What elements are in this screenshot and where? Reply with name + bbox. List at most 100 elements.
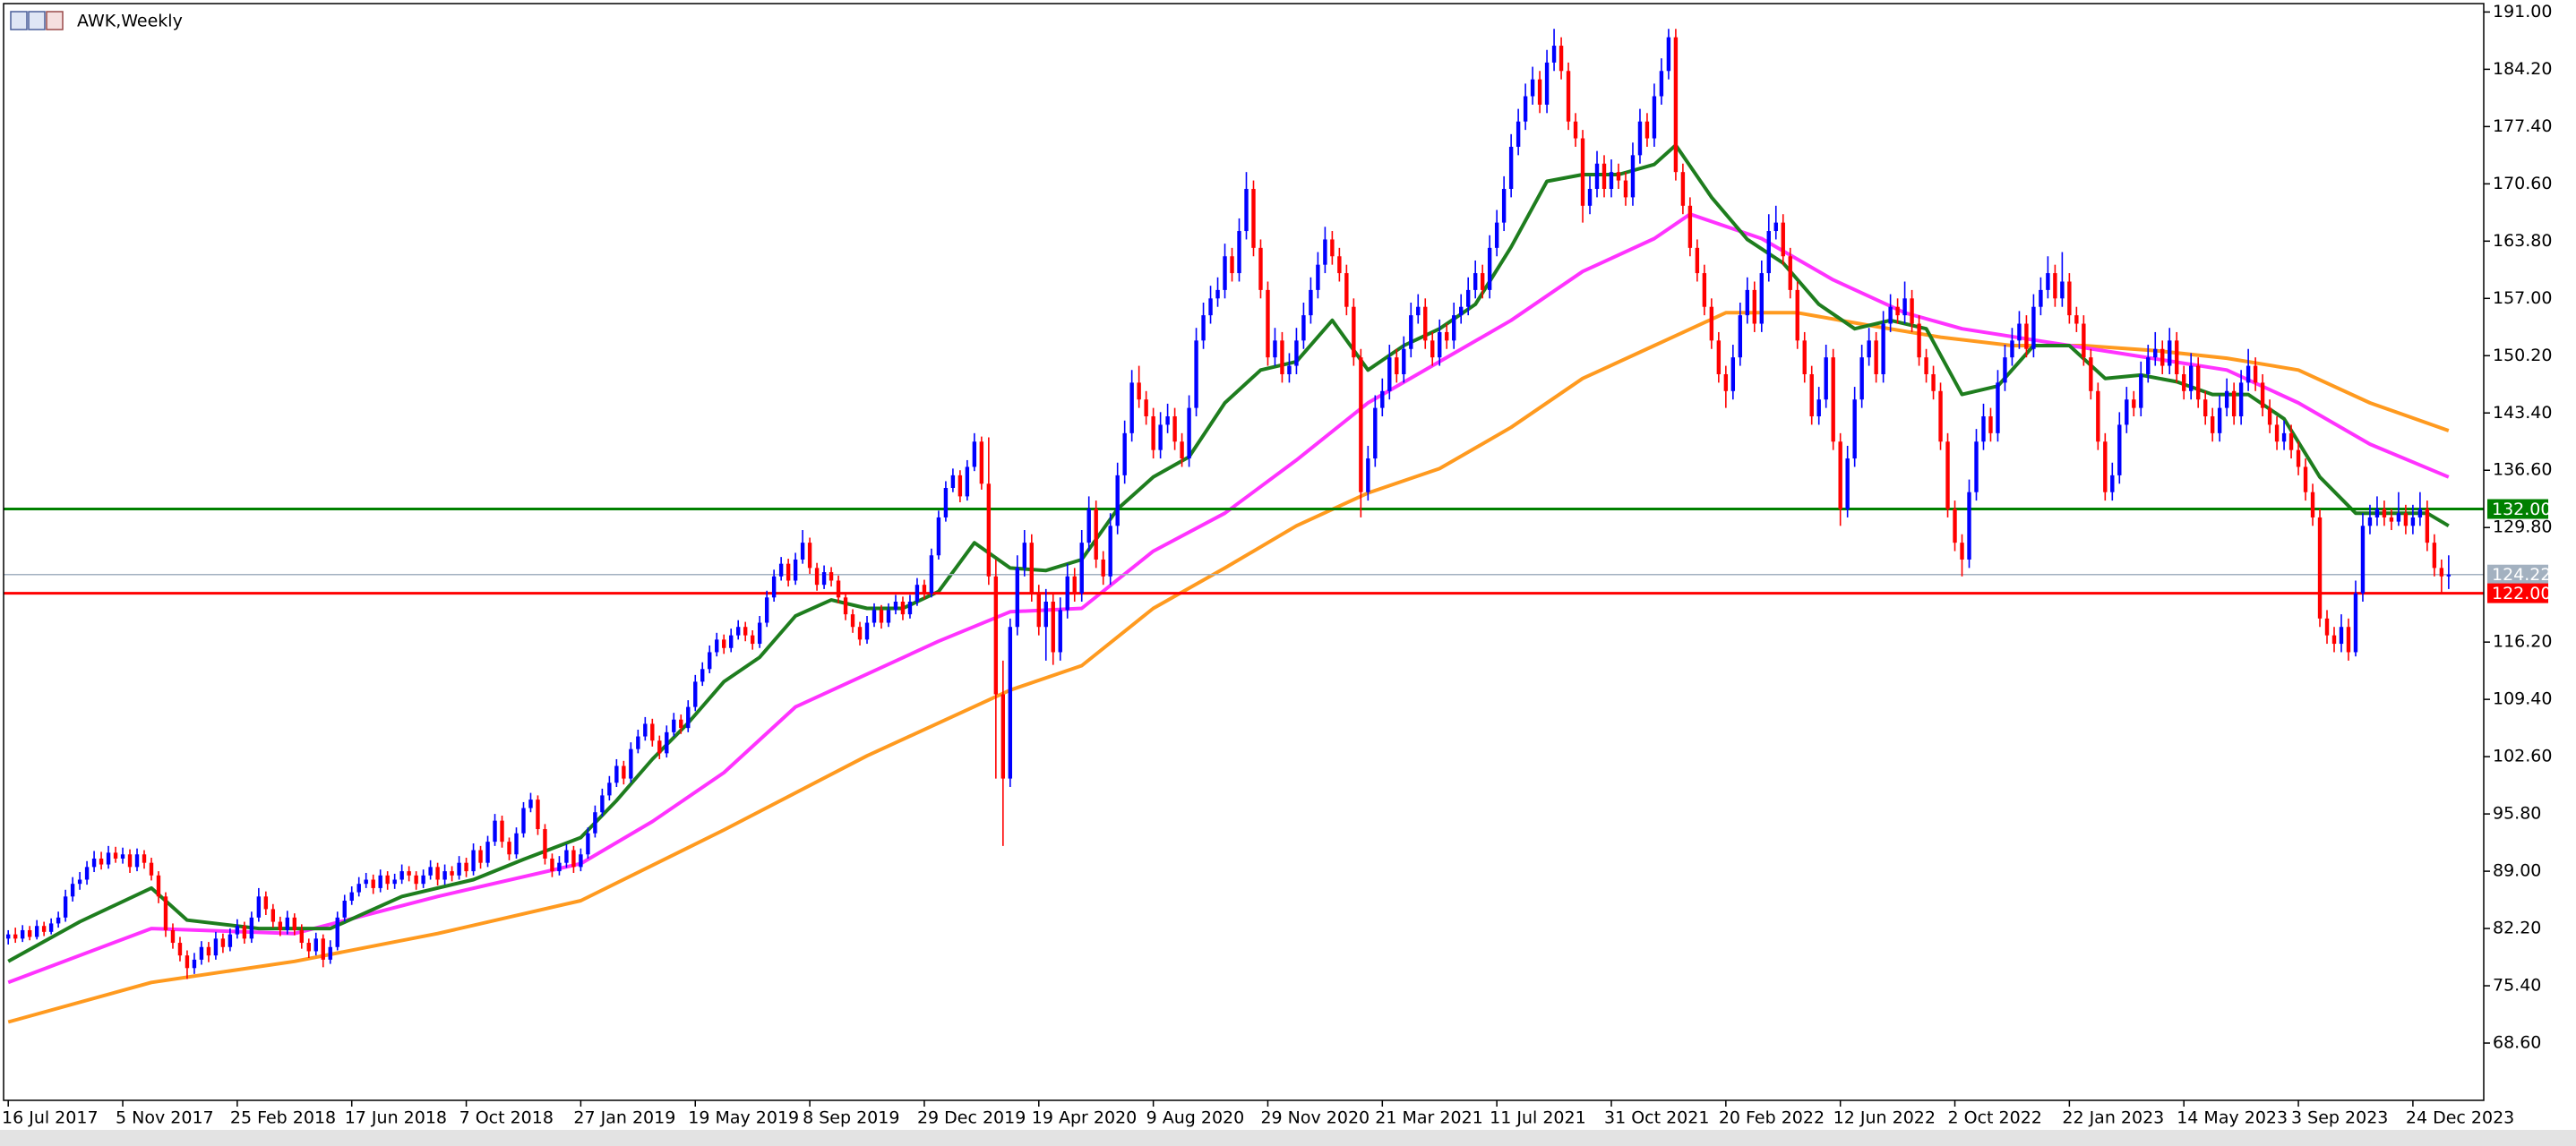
candle-body (500, 820, 504, 842)
candle-body (1172, 416, 1177, 442)
moving-average-line (7, 143, 2450, 963)
y-tick-label: 109.40 (2493, 689, 2552, 709)
x-tick-label: 3 Sep 2023 (2291, 1108, 2388, 1128)
candle-body (1137, 382, 1141, 400)
candle-body (1516, 121, 1521, 147)
candle-body (1544, 62, 1550, 105)
candle-body (693, 681, 698, 707)
candle-body (872, 610, 877, 623)
candle-body (1194, 340, 1198, 408)
candle-body (1094, 509, 1098, 560)
candle-body (1015, 568, 1020, 628)
candle-body (2060, 281, 2065, 299)
candle-body (106, 852, 111, 865)
candle-body (1187, 407, 1191, 459)
level-label: 132.00 (2492, 500, 2551, 519)
candle-body (1065, 576, 1069, 611)
candle-body (1910, 298, 1914, 324)
candle-body (1337, 256, 1342, 274)
y-tick-label: 184.20 (2493, 59, 2552, 79)
candle-body (1473, 273, 1478, 290)
x-tick-label: 19 May 2019 (688, 1108, 799, 1128)
x-tick-label: 27 Jan 2019 (573, 1108, 675, 1128)
candle-body (392, 879, 397, 885)
candle-body (2281, 432, 2287, 442)
candle-body (41, 926, 47, 932)
y-tick-label: 157.00 (2493, 288, 2552, 308)
candle-body (629, 748, 633, 779)
y-tick-label: 136.60 (2493, 460, 2552, 480)
candle-body (457, 862, 461, 876)
candle-body (1723, 373, 1729, 391)
candle-body (1086, 509, 1091, 543)
candle-body (1781, 222, 1785, 257)
candle-body (256, 896, 262, 918)
level-label: 122.00 (2492, 584, 2551, 603)
y-tick-label: 143.40 (2493, 403, 2552, 423)
candle-body (1445, 331, 1449, 341)
candle-body (399, 871, 404, 880)
x-tick-label: 29 Dec 2019 (917, 1108, 1026, 1128)
candle-body (1051, 602, 1055, 653)
x-tick-label: 5 Nov 2017 (116, 1108, 214, 1128)
candle-body (342, 901, 347, 918)
candle-body (593, 812, 597, 834)
candle-body (2224, 390, 2229, 408)
candle-body (1652, 96, 1657, 139)
candle-body (113, 852, 118, 859)
candle-body (56, 917, 61, 924)
candle-body (1079, 543, 1084, 594)
x-tick-label: 9 Aug 2020 (1146, 1108, 1245, 1128)
y-tick-label: 191.00 (2493, 2, 2552, 21)
candle-body (1373, 407, 1378, 459)
candle-body (2382, 509, 2387, 517)
candle-body (993, 576, 999, 695)
candle-body (936, 517, 941, 556)
candle-body (657, 740, 662, 754)
y-tick-label: 170.60 (2493, 174, 2552, 193)
candle-body (1122, 432, 1127, 475)
candle-body (299, 929, 304, 944)
candle-body (1237, 231, 1241, 274)
candle-body (586, 833, 590, 855)
candle-body (1580, 138, 1585, 206)
candle-body (1223, 256, 1227, 290)
candle-body (1659, 71, 1664, 97)
candle-body (34, 926, 39, 937)
candle-body (1766, 231, 1771, 274)
candle-body (99, 858, 104, 865)
candle-body (1623, 180, 1628, 198)
candle-body (1824, 357, 1828, 400)
candle-body (536, 800, 540, 830)
candle-body (543, 829, 547, 859)
candle-body (414, 875, 418, 885)
candle-body (757, 622, 762, 645)
candle-body (843, 597, 848, 615)
candle-body (1008, 627, 1013, 779)
candle-body (1888, 306, 1893, 324)
x-tick-label: 24 Dec 2023 (2406, 1108, 2514, 1128)
candle-body (163, 896, 168, 930)
candle-body (478, 850, 483, 863)
candle-body (507, 842, 511, 855)
candle-body (1666, 37, 1671, 72)
candle-body (1587, 188, 1593, 206)
candle-body (2446, 574, 2451, 577)
candle-body (1938, 390, 1943, 442)
candle-body (729, 635, 734, 648)
candle-body (907, 602, 913, 615)
candle-body (1630, 155, 1636, 198)
candle-body (1609, 172, 1614, 189)
candle-body (793, 559, 798, 581)
x-tick-label: 8 Sep 2019 (803, 1108, 899, 1128)
candle-body (13, 934, 18, 939)
candle-body (1108, 526, 1112, 577)
y-tick-label: 116.20 (2493, 632, 2552, 652)
candle-body (149, 862, 154, 876)
candle-body (1967, 492, 1971, 560)
candle-body (2110, 475, 2115, 492)
candle-body (1465, 289, 1471, 307)
x-tick-label: 11 Jul 2021 (1490, 1108, 1586, 1128)
candle-body (1452, 315, 1456, 341)
